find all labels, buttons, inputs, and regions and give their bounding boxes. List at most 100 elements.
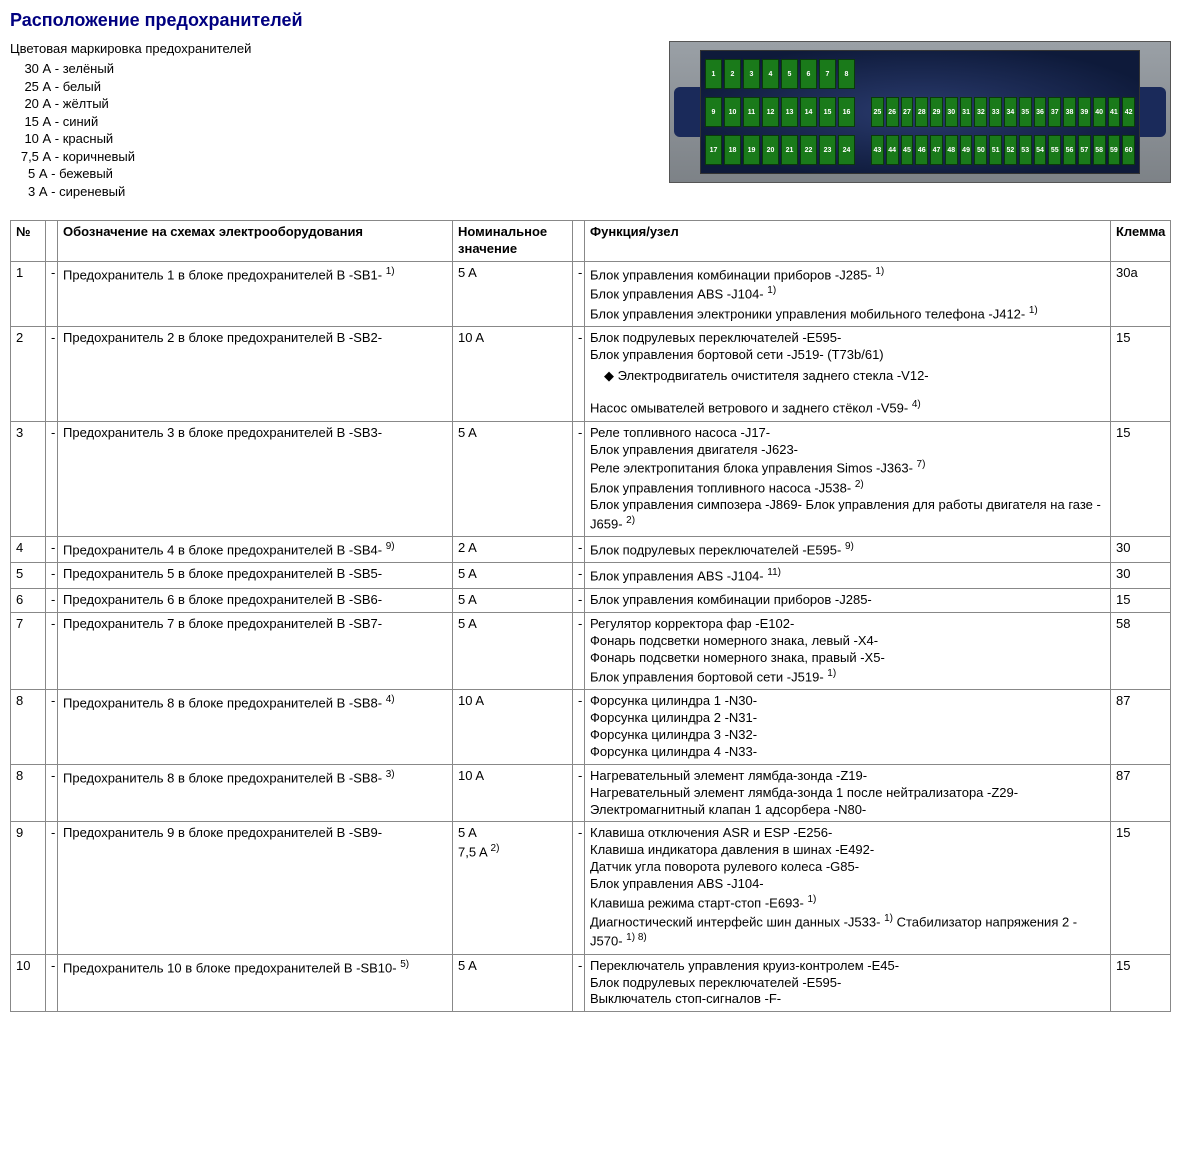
fuse-slot: 5 [781, 59, 798, 89]
cell-dash: - [573, 326, 585, 421]
cell-dash: - [573, 613, 585, 690]
fuse-slot: 38 [1063, 97, 1076, 127]
text-line: Предохранитель 2 в блоке предохранителей… [63, 330, 447, 347]
cell-dash: - [573, 421, 585, 536]
th-func: Функция/узел [585, 221, 1111, 262]
text-line: 5 A [458, 592, 567, 609]
text-line: Блок управления двигателя -J623- [590, 442, 1105, 459]
table-row: 5-Предохранитель 5 в блоке предохранител… [11, 563, 1171, 589]
fuse-slot: 18 [724, 135, 741, 165]
fuse-slot: 29 [930, 97, 943, 127]
text-line: Блок управления симпозера -J869- Блок уп… [590, 497, 1105, 533]
fuse-slot: 54 [1034, 135, 1047, 165]
fuse-slot: 34 [1004, 97, 1017, 127]
fuse-slot: 50 [974, 135, 987, 165]
cell-dash: - [46, 822, 58, 954]
cell-num: 2 [11, 326, 46, 421]
table-row: 8-Предохранитель 8 в блоке предохранител… [11, 764, 1171, 822]
table-row: 4-Предохранитель 4 в блоке предохранител… [11, 537, 1171, 563]
text-line: Предохранитель 8 в блоке предохранителей… [63, 768, 447, 787]
text-line: Электродвигатель очистителя заднего стек… [590, 368, 1105, 385]
cell-nominal: 5 A [453, 262, 573, 327]
text-line: Блок управления ABS -J104- [590, 876, 1105, 893]
cell-func: Регулятор корректора фар -E102-Фонарь по… [585, 613, 1111, 690]
text-line: Предохранитель 5 в блоке предохранителей… [63, 566, 447, 583]
fuse-slot: 59 [1108, 135, 1121, 165]
cell-desig: Предохранитель 7 в блоке предохранителей… [58, 613, 453, 690]
fuse-slot: 10 [724, 97, 741, 127]
cell-func: Переключатель управления круиз-контролем… [585, 954, 1111, 1012]
th-num: № [11, 221, 46, 262]
cell-desig: Предохранитель 10 в блоке предохранителе… [58, 954, 453, 1012]
cell-dash: - [573, 954, 585, 1012]
legend-line: 5 А - бежевый [10, 165, 251, 183]
fuse-slot: 35 [1019, 97, 1032, 127]
fuse-slot: 13 [781, 97, 798, 127]
cell-num: 10 [11, 954, 46, 1012]
fuse-slot: 8 [838, 59, 855, 89]
legend-line: 25 А - белый [10, 78, 251, 96]
text-line: Клавиша режима старт-стоп -E693- 1) [590, 893, 1105, 912]
cell-nominal: 10 A [453, 764, 573, 822]
text-line: Диагностический интерфейс шин данных -J5… [590, 912, 1105, 950]
text-line: 7,5 A 2) [458, 842, 567, 861]
cell-num: 1 [11, 262, 46, 327]
text-line: Предохранитель 4 в блоке предохранителей… [63, 540, 447, 559]
cell-nominal: 5 A [453, 954, 573, 1012]
cell-nominal: 5 A7,5 A 2) [453, 822, 573, 954]
fuse-slot: 39 [1078, 97, 1091, 127]
legend-line: 15 А - синий [10, 113, 251, 131]
fuse-slot: 51 [989, 135, 1002, 165]
legend-line: 3 А - сиреневый [10, 183, 251, 201]
text-line: Клавиша индикатора давления в шинах -E49… [590, 842, 1105, 859]
cell-desig: Предохранитель 4 в блоке предохранителей… [58, 537, 453, 563]
text-line: Фонарь подсветки номерного знака, правый… [590, 650, 1105, 667]
cell-func: Блок управления ABS -J104- 11) [585, 563, 1111, 589]
cell-func: Нагревательный элемент лямбда-зонда -Z19… [585, 764, 1111, 822]
text-line: Датчик угла поворота рулевого колеса -G8… [590, 859, 1105, 876]
table-row: 3-Предохранитель 3 в блоке предохранител… [11, 421, 1171, 536]
fuse-slot: 41 [1108, 97, 1121, 127]
text-line: Блок управления бортовой сети -J519- (T7… [590, 347, 1105, 364]
cell-num: 9 [11, 822, 46, 954]
legend-block: Цветовая маркировка предохранителей 30 А… [10, 41, 251, 200]
fuse-slot: 49 [960, 135, 973, 165]
legend-line: 10 А - красный [10, 130, 251, 148]
cell-num: 6 [11, 589, 46, 613]
cell-nominal: 5 A [453, 421, 573, 536]
cell-dash: - [46, 954, 58, 1012]
cell-dash: - [46, 764, 58, 822]
cell-dash: - [46, 326, 58, 421]
fuse-slot: 32 [974, 97, 987, 127]
fuse-slot: 56 [1063, 135, 1076, 165]
fuse-slot: 14 [800, 97, 817, 127]
cell-term: 30 [1111, 537, 1171, 563]
text-line: Форсунка цилиндра 2 -N31- [590, 710, 1105, 727]
text-line: Форсунка цилиндра 3 -N32- [590, 727, 1105, 744]
fuse-slot: 40 [1093, 97, 1106, 127]
top-row: Цветовая маркировка предохранителей 30 А… [10, 41, 1171, 200]
text-line: Нагревательный элемент лямбда-зонда -Z19… [590, 768, 1105, 785]
cell-nominal: 2 A [453, 537, 573, 563]
cell-dash: - [573, 537, 585, 563]
fuse-slot: 22 [800, 135, 817, 165]
cell-num: 8 [11, 690, 46, 765]
text-line: Реле топливного насоса -J17- [590, 425, 1105, 442]
cell-dash: - [573, 764, 585, 822]
cell-desig: Предохранитель 2 в блоке предохранителей… [58, 326, 453, 421]
fuse-slot: 11 [743, 97, 760, 127]
text-line: Клавиша отключения ASR и ESP -E256- [590, 825, 1105, 842]
fuse-slot: 36 [1034, 97, 1047, 127]
cell-nominal: 5 A [453, 613, 573, 690]
cell-dash: - [573, 563, 585, 589]
cell-dash: - [573, 262, 585, 327]
text-line: Блок подрулевых переключателей -E595- [590, 330, 1105, 347]
fuse-slot: 20 [762, 135, 779, 165]
page-title: Расположение предохранителей [10, 10, 1171, 31]
cell-dash: - [46, 262, 58, 327]
cell-term: 15 [1111, 822, 1171, 954]
table-row: 8-Предохранитель 8 в блоке предохранител… [11, 690, 1171, 765]
text-line: Насос омывателей ветрового и заднего стё… [590, 398, 1105, 417]
fuse-slot: 2 [724, 59, 741, 89]
fuse-slot: 9 [705, 97, 722, 127]
